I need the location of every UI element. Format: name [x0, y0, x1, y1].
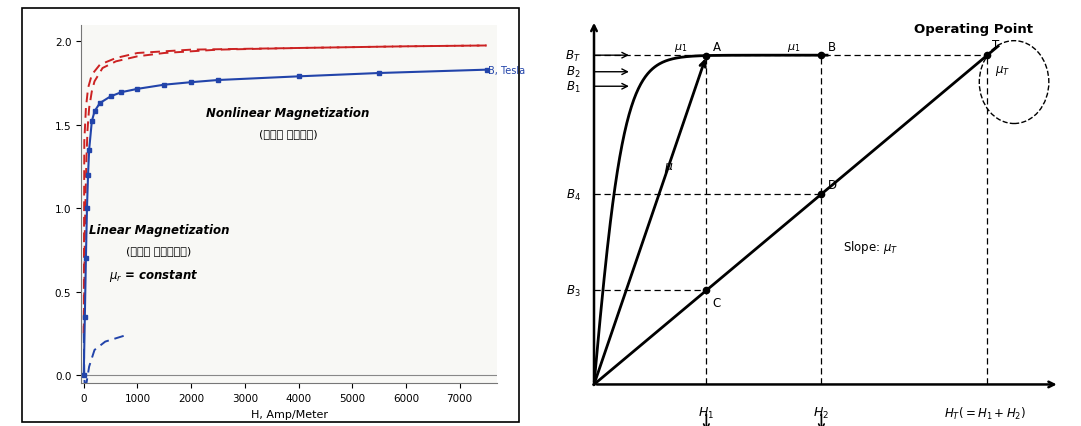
- Text: $\mu_1$: $\mu_1$: [787, 42, 800, 54]
- Text: B, Tesla: B, Tesla: [488, 66, 524, 75]
- Text: $B_3$: $B_3$: [566, 283, 580, 298]
- Text: $\mu_T$: $\mu_T$: [996, 63, 1011, 78]
- Text: $B_1$: $B_1$: [566, 80, 580, 95]
- Text: $B_4$: $B_4$: [565, 187, 580, 202]
- Text: C: C: [712, 296, 721, 309]
- Text: Operating Point: Operating Point: [913, 23, 1032, 36]
- Text: (자기적 포화영역): (자기적 포화영역): [258, 129, 317, 139]
- Text: A: A: [712, 41, 721, 55]
- Text: (자기적 비포화영역): (자기적 비포화영역): [126, 246, 191, 256]
- Text: $H_1$: $H_1$: [698, 405, 715, 420]
- Text: $\mu_1$: $\mu_1$: [675, 42, 688, 54]
- Text: Nonlinear Magnetization: Nonlinear Magnetization: [206, 107, 370, 120]
- Text: $B_2$: $B_2$: [566, 65, 580, 80]
- Text: $\mu$: $\mu$: [664, 161, 673, 174]
- Text: Linear Magnetization: Linear Magnetization: [89, 224, 229, 236]
- Text: $B_T$: $B_T$: [565, 49, 580, 63]
- Text: $\mu_r$ = constant: $\mu_r$ = constant: [109, 268, 199, 284]
- Text: Slope: $\mu_T$: Slope: $\mu_T$: [843, 239, 898, 256]
- Text: B: B: [828, 41, 836, 54]
- Text: $H_2$: $H_2$: [813, 405, 829, 420]
- Text: T: T: [991, 39, 999, 52]
- X-axis label: H, Amp/Meter: H, Amp/Meter: [251, 409, 328, 419]
- Text: $H_T(=H_1+H_2)$: $H_T(=H_1+H_2)$: [944, 405, 1026, 421]
- Text: D: D: [828, 178, 837, 191]
